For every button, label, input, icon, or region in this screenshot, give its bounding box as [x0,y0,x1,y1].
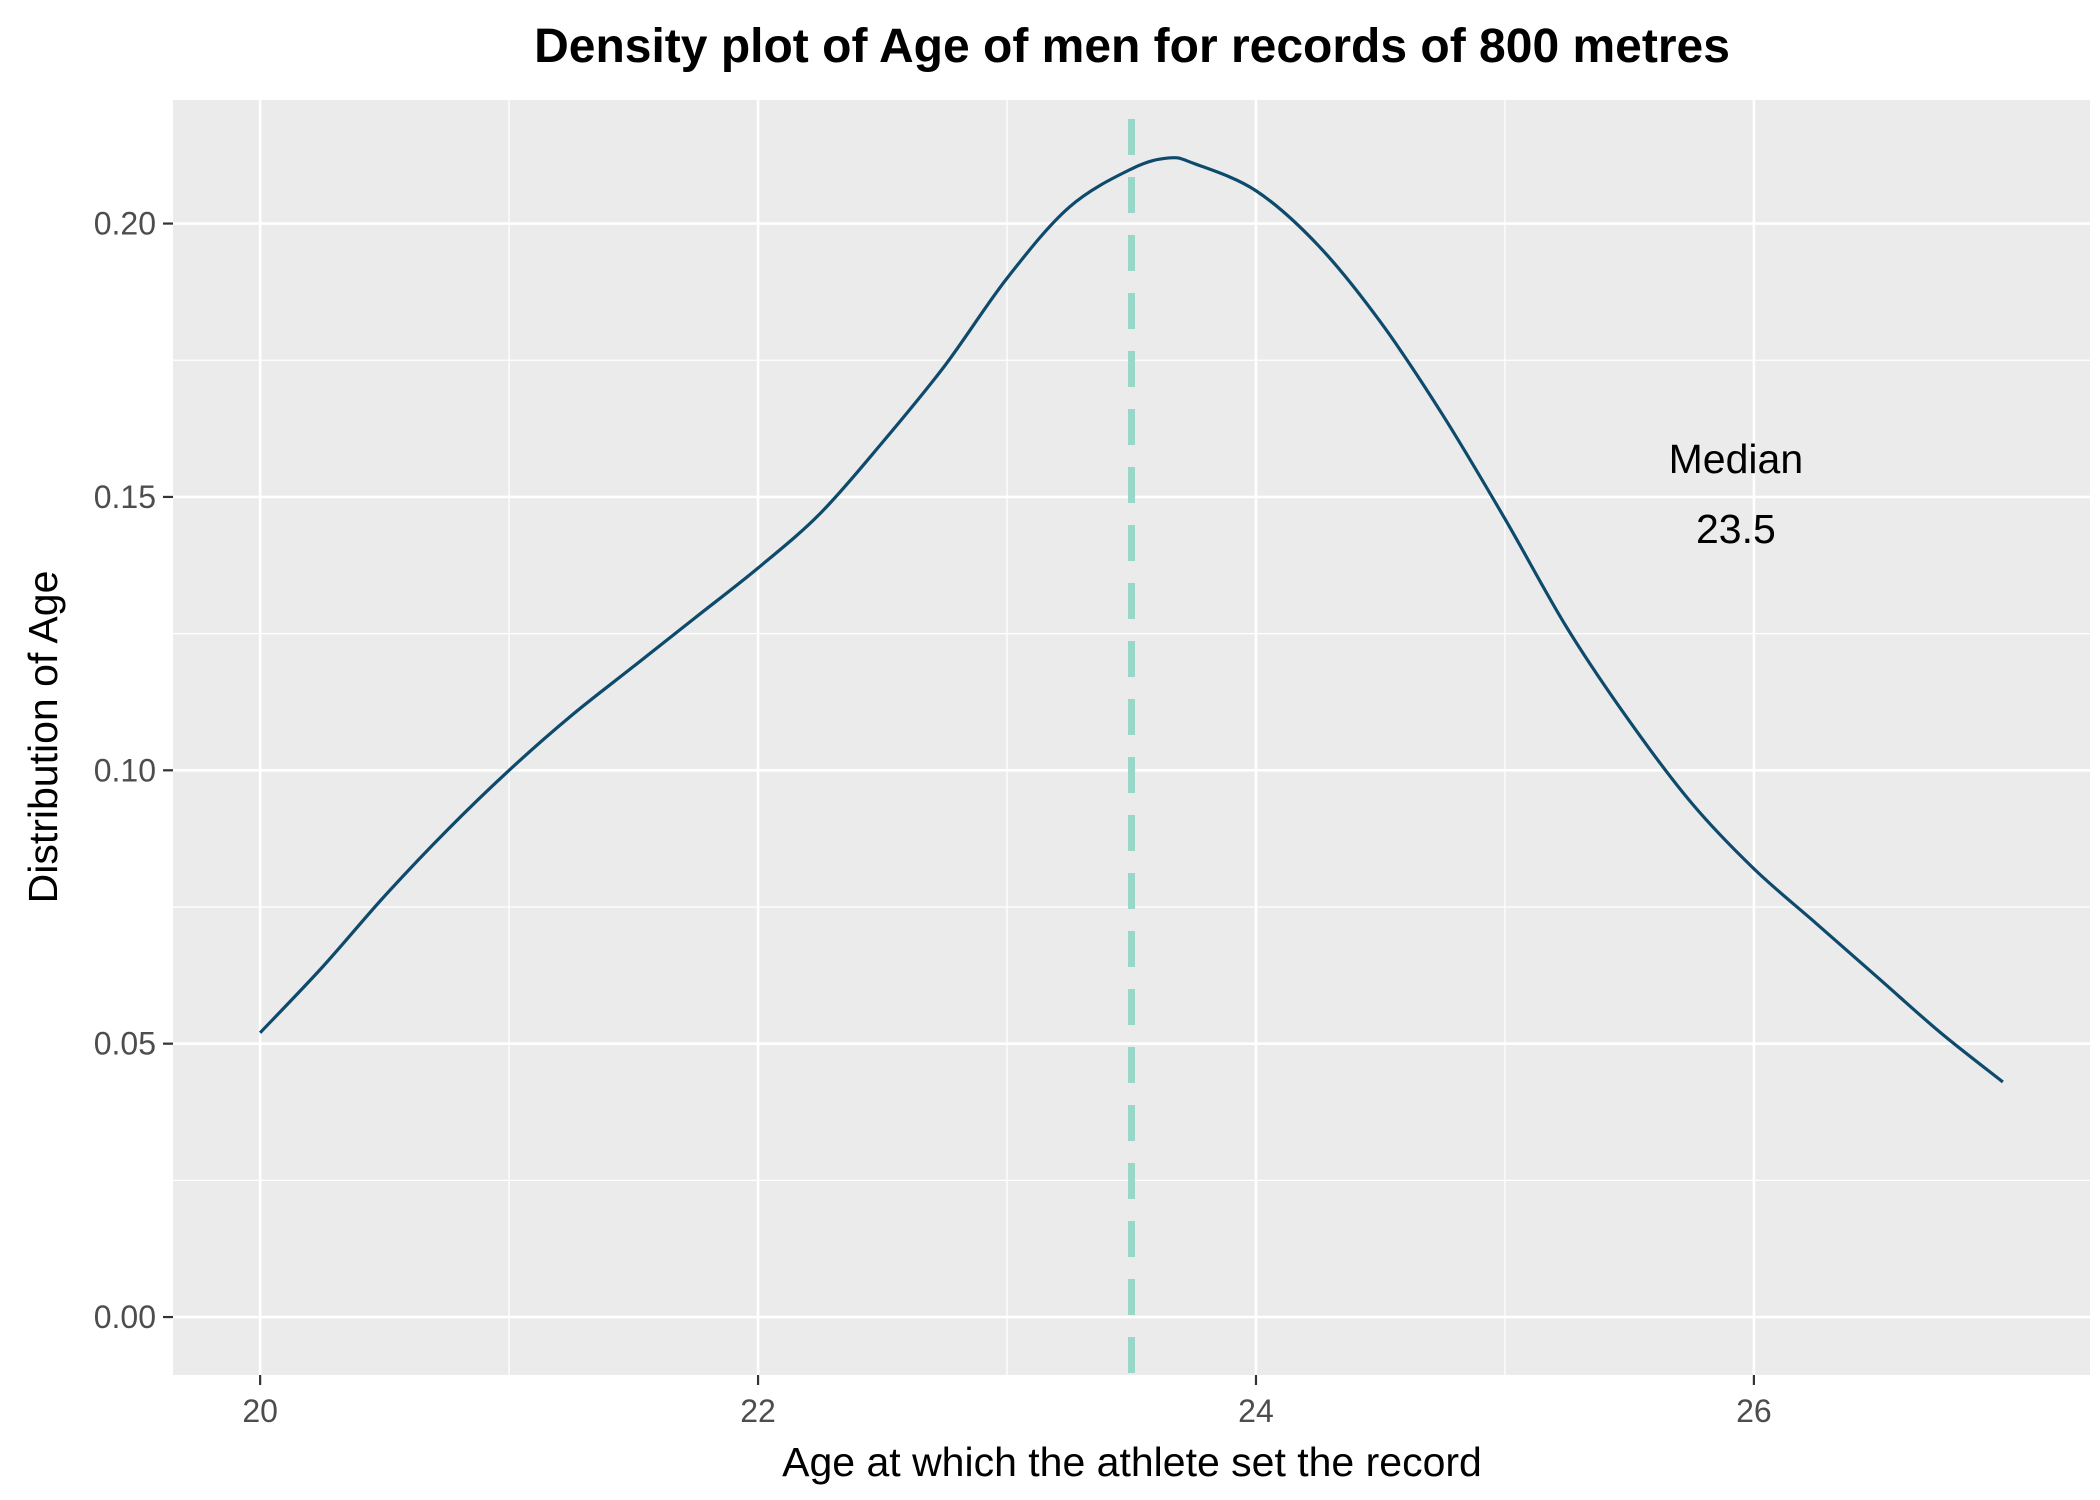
chart-title: Density plot of Age of men for records o… [534,20,1730,73]
x-axis-title: Age at which the athlete set the record [782,1439,1482,1485]
y-axis: 0.00 0.05 0.10 0.15 0.20 [94,206,173,1335]
x-tick-label: 24 [1238,1393,1274,1429]
x-axis: 20 22 24 26 [242,1375,1772,1429]
y-tick-label: 0.15 [94,479,156,515]
series-layer [258,156,2004,1084]
density-curve [258,156,2004,1084]
y-tick-label: 0.10 [94,752,156,788]
y-tick-label: 0.20 [94,206,156,242]
median-value: 23.5 [1696,506,1776,552]
y-axis-title: Distribution of Age [20,571,66,904]
y-tick-label: 0.00 [94,1299,156,1335]
x-tick-label: 26 [1736,1393,1772,1429]
median-label: Median [1669,436,1803,482]
x-tick-label: 20 [242,1393,278,1429]
median-annotation: Median 23.5 [1669,436,1803,552]
y-tick-label: 0.05 [94,1026,156,1062]
x-tick-label: 22 [740,1393,776,1429]
